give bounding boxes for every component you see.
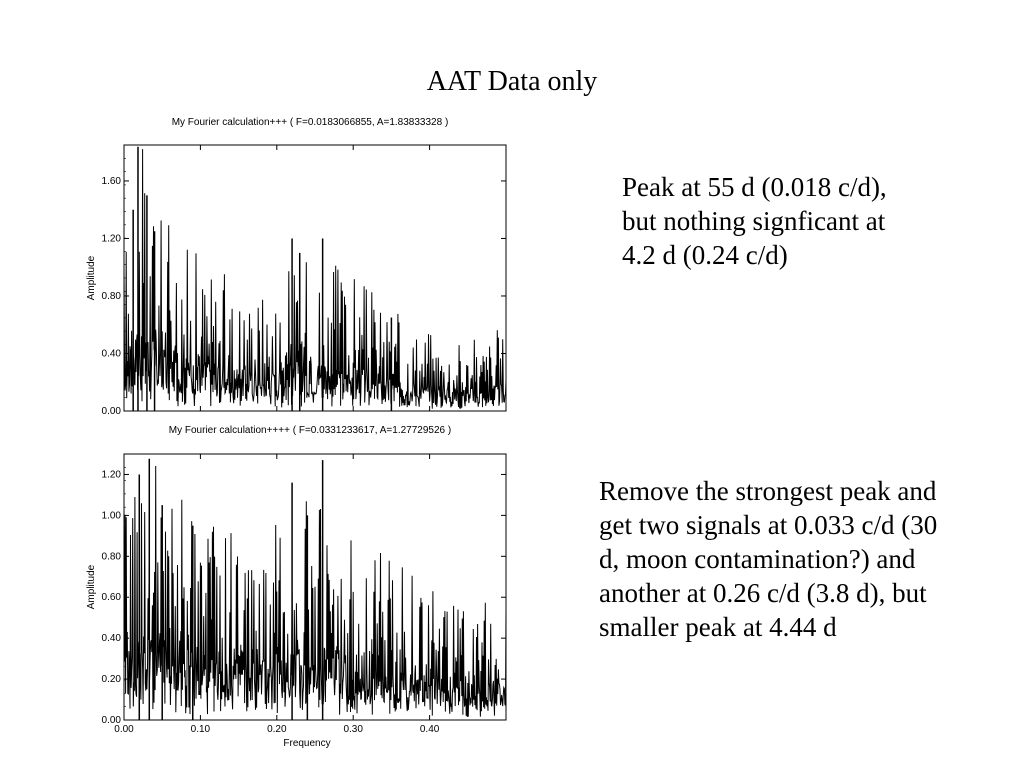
spectrum-line [123, 465, 507, 717]
x-tick-label: 0.10 [191, 724, 211, 735]
x-tick-label: 0.40 [420, 724, 440, 735]
y-axis-label: Amplitude [86, 564, 97, 609]
y-tick-label: 0.80 [102, 291, 122, 302]
y-axis-label: Amplitude [86, 255, 97, 300]
annotation-note-1: Peak at 55 d (0.018 c/d), but nothing si… [622, 172, 887, 270]
slide-title: AAT Data only [426, 66, 598, 97]
y-tick-label: 0.40 [102, 348, 122, 359]
y-tick-label: 0.00 [102, 406, 122, 417]
chart-top-plot: 0.00 0.40 0.80 1.20 1.60 Amplitude [86, 144, 507, 417]
y-tick-label: 1.00 [102, 510, 122, 521]
y-tick-label: 0.40 [102, 633, 122, 644]
y-tick-label: 1.60 [102, 176, 122, 187]
x-axis-label: Frequency [283, 738, 330, 749]
y-tick-label: 0.20 [102, 674, 122, 685]
spectrum-line [123, 149, 507, 409]
chart-bottom-plot: 0.00 0.20 0.40 0.60 0.80 1.00 1.20 0.00 0.10 0.20… [86, 453, 507, 749]
x-tick-label: 0.00 [114, 724, 134, 735]
y-tick-label: 0.00 [102, 715, 122, 726]
y-tick-label: 0.80 [102, 551, 122, 562]
chart-title: My Fourier calculation++++ ( F=0.0331233… [168, 425, 452, 436]
x-tick-label: 0.20 [267, 724, 287, 735]
y-tick-label: 1.20 [102, 233, 122, 244]
y-tick-label: 0.60 [102, 592, 122, 603]
fourier-chart-top: My Fourier calculation+++ ( F=0.01830668… [80, 115, 520, 417]
x-tick-label: 0.30 [343, 724, 363, 735]
annotation-note-2: Remove the strongest peak and get two si… [599, 476, 938, 642]
fourier-chart-bottom: My Fourier calculation++++ ( F=0.0331233… [80, 423, 520, 753]
chart-title: My Fourier calculation+++ ( F=0.01830668… [171, 117, 449, 128]
y-tick-label: 1.20 [102, 469, 122, 480]
